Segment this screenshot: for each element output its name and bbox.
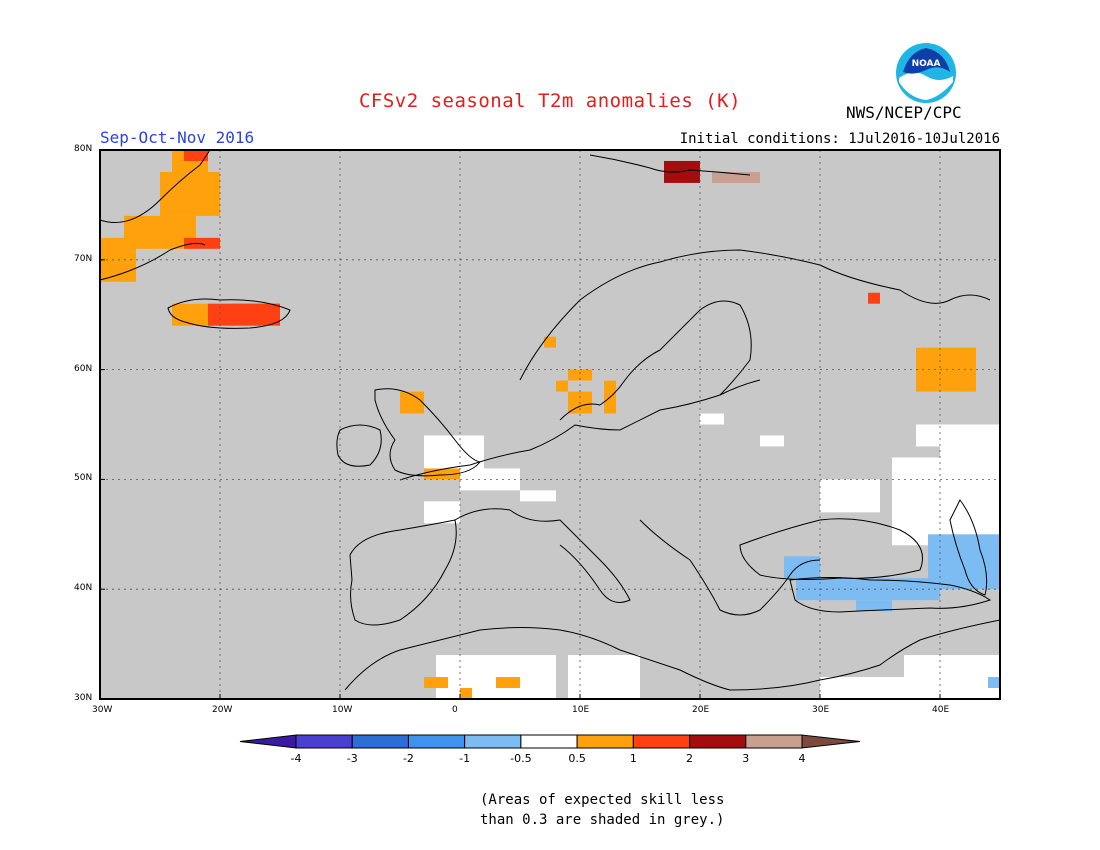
map-background: [100, 150, 1000, 699]
lon-label: 10E: [572, 705, 590, 715]
anomaly-cell: [424, 677, 448, 689]
initial-conditions-label: Initial conditions: 1Jul2016-10Jul2016: [679, 131, 1000, 147]
season-label: Sep-Oct-Nov 2016: [100, 128, 255, 147]
anomaly-cell: [712, 171, 760, 183]
lon-label: 10W: [332, 705, 353, 715]
noaa-logo-icon: NOAA: [896, 43, 956, 103]
colorbar-tick-label: 4: [798, 752, 806, 765]
anomaly-cell: [496, 677, 520, 689]
axis-ticks: [99, 149, 941, 700]
colorbar-tick-label: -4: [290, 752, 302, 765]
anomaly-cell: [556, 380, 568, 392]
gridlines: [100, 150, 1000, 699]
lat-label: 50N: [74, 473, 93, 484]
anomaly-cell: [856, 600, 892, 612]
anomaly-cell: [928, 534, 1000, 590]
colorbar-tick-label: -1: [459, 752, 471, 765]
lat-label: 30N: [74, 693, 93, 703]
agency-label: NWS/NCEP/CPC: [846, 103, 962, 122]
noaa-logo-text: NOAA: [912, 59, 941, 69]
lat-label: 80N: [74, 144, 93, 154]
coastlines: [99, 149, 1001, 691]
anomaly-cell: [916, 424, 1000, 447]
anomaly-cell: [784, 556, 820, 579]
lon-label: 40E: [932, 705, 950, 715]
anomaly-cell: [868, 292, 880, 304]
anomaly-cell: [568, 655, 640, 699]
anomaly-cell: [700, 413, 724, 425]
lon-label: 30W: [92, 705, 113, 715]
colorbar-tick-label: 2: [686, 752, 694, 765]
colorbar-tick-label: -0.5: [510, 752, 532, 765]
anomaly-cell: [424, 435, 484, 469]
colorbar-tick-label: -2: [402, 752, 414, 765]
lat-label: 60N: [74, 363, 93, 374]
anomaly-cell: [160, 171, 220, 216]
anomaly-cell: [184, 150, 208, 161]
lon-label: 0: [452, 705, 458, 715]
anomaly-cell: [424, 501, 460, 524]
colorbar-tick-label: -3: [346, 752, 358, 765]
anomaly-cell: [820, 479, 880, 513]
anomaly-cell: [904, 655, 1000, 699]
lon-label: 30E: [812, 705, 830, 715]
anomaly-cell: [520, 490, 556, 502]
anomaly-cell: [232, 303, 280, 315]
lon-label: 20W: [212, 705, 233, 715]
anomaly-cell: [544, 336, 556, 348]
anomaly-cell: [184, 237, 220, 249]
anomaly-cell: [760, 435, 784, 447]
anomaly-cell: [400, 391, 424, 414]
colorbar-tick-label: 3: [742, 752, 750, 765]
anomaly-cell: [568, 369, 592, 381]
lon-label: 20E: [692, 705, 710, 715]
colorbar-tick-label: 1: [629, 752, 637, 765]
lat-label: 40N: [74, 583, 93, 594]
chart-title: CFSv2 seasonal T2m anomalies (K): [358, 90, 742, 112]
colorbar-tick-label: 0.5: [568, 752, 586, 765]
skill-note-line1: (Areas of expected skill less: [480, 792, 725, 808]
anomaly-cell: [460, 688, 472, 699]
skill-note-line2: than 0.3 are shaded in grey.): [480, 812, 725, 828]
lat-label: 70N: [74, 253, 93, 264]
map-frame: [99, 149, 1001, 700]
anomaly-cell: [820, 677, 904, 699]
anomaly-cell: [988, 677, 1000, 689]
